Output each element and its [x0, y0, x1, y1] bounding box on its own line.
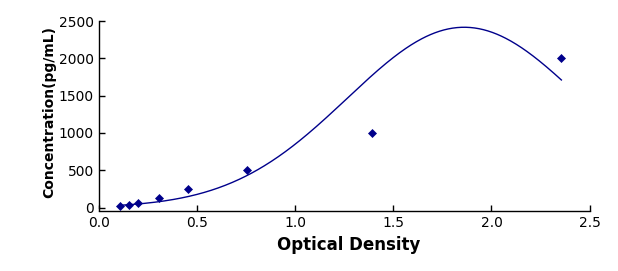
Y-axis label: Concentration(pg/mL): Concentration(pg/mL): [42, 27, 56, 198]
X-axis label: Optical Density: Optical Density: [277, 236, 421, 254]
